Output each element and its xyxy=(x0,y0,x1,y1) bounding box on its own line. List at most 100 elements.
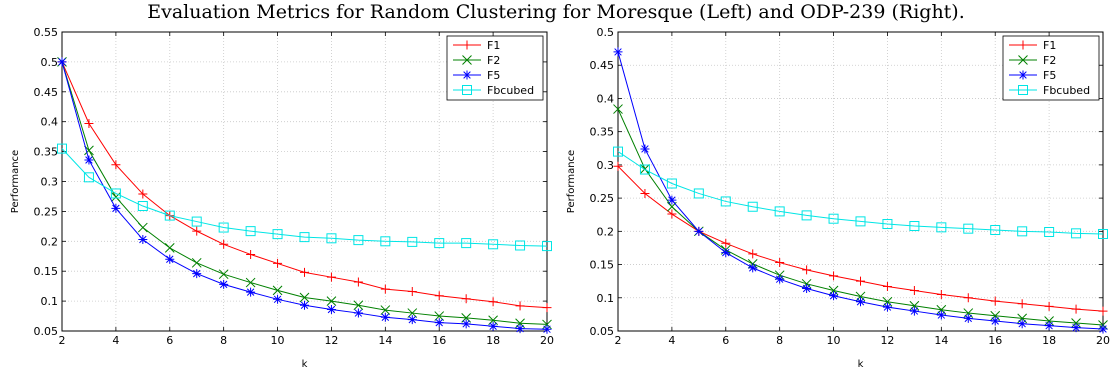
data-point-f5 xyxy=(909,306,919,316)
legend-marker-fbcubed xyxy=(1018,85,1028,95)
data-point-fbcubed xyxy=(693,188,704,199)
y-tick-label: 0.45 xyxy=(34,86,59,99)
x-tick-label: 2 xyxy=(59,334,66,347)
data-point-f1 xyxy=(721,238,731,248)
data-point-f2 xyxy=(1071,318,1081,328)
data-point-fbcubed xyxy=(353,235,364,246)
y-tick-label: 0.25 xyxy=(590,192,615,205)
data-point-f1 xyxy=(219,239,229,249)
data-point-f5 xyxy=(219,279,229,289)
data-point-f5 xyxy=(802,283,812,293)
data-point-fbcubed xyxy=(801,210,812,221)
data-point-f1 xyxy=(613,161,623,171)
plot-frame xyxy=(617,31,1104,332)
data-point-f1 xyxy=(882,281,892,291)
legend-marker-fbcubed xyxy=(462,85,472,95)
data-point-f2 xyxy=(613,104,623,114)
y-tick-label: 0.5 xyxy=(597,26,615,39)
x-tick-label: 18 xyxy=(1042,334,1056,347)
y-tick-label: 0.05 xyxy=(590,325,615,338)
data-point-f5 xyxy=(963,313,973,323)
y-tick-label: 0.25 xyxy=(34,205,59,218)
y-tick-label: 0.15 xyxy=(590,259,615,272)
legend-marker-f5 xyxy=(462,70,472,80)
series-line-f2 xyxy=(61,61,548,325)
data-point-f5 xyxy=(748,263,758,273)
data-point-f1 xyxy=(84,118,94,128)
y-tick-label: 0.05 xyxy=(34,325,59,338)
data-point-f5 xyxy=(380,312,390,322)
data-point-f1 xyxy=(936,289,946,299)
data-point-f1 xyxy=(300,267,309,277)
data-point-f5 xyxy=(300,300,309,310)
x-tick-label: 2 xyxy=(615,334,622,347)
legend-marker-f2 xyxy=(1018,55,1028,65)
data-point-f1 xyxy=(775,258,785,268)
data-point-f1 xyxy=(748,249,758,259)
legend-label-fbcubed: Fbcubed xyxy=(487,84,534,97)
data-point-fbcubed xyxy=(299,232,310,243)
data-point-fbcubed xyxy=(909,221,920,232)
data-point-fbcubed xyxy=(882,219,893,230)
data-point-f1 xyxy=(1098,306,1108,316)
x-tick-label: 16 xyxy=(432,334,446,347)
data-point-f5 xyxy=(542,324,552,334)
data-point-f5 xyxy=(326,304,336,314)
x-tick-label: 6 xyxy=(166,334,173,347)
legend-label-f5: F5 xyxy=(1043,69,1056,82)
x-tick-label: 8 xyxy=(776,334,783,347)
data-point-fbcubed xyxy=(407,236,418,247)
x-tick-label: 4 xyxy=(668,334,675,347)
y-tick-label: 0.45 xyxy=(590,59,615,72)
data-point-f5 xyxy=(246,287,256,297)
data-point-f5 xyxy=(1071,323,1081,333)
x-tick-label: 14 xyxy=(378,334,392,347)
data-point-f1 xyxy=(461,294,471,304)
data-point-f2 xyxy=(111,192,121,202)
data-point-f1 xyxy=(246,249,256,259)
legend-marker-f5 xyxy=(1018,70,1028,80)
data-point-fbcubed xyxy=(272,229,283,240)
data-point-f5 xyxy=(694,226,704,236)
legend-label-fbcubed: Fbcubed xyxy=(1043,84,1090,97)
data-point-f5 xyxy=(57,57,67,67)
series-line-f5 xyxy=(61,61,548,330)
data-point-f2 xyxy=(245,277,256,288)
data-point-f1 xyxy=(273,258,283,268)
data-point-f1 xyxy=(1071,304,1081,314)
x-tick-label: 10 xyxy=(271,334,285,347)
data-point-f5 xyxy=(990,316,1000,326)
data-point-f1 xyxy=(111,160,121,170)
data-point-f5 xyxy=(882,302,892,312)
x-tick-label: 12 xyxy=(324,334,338,347)
data-point-f5 xyxy=(192,269,202,279)
data-point-f2 xyxy=(137,222,148,233)
data-point-f1 xyxy=(856,276,865,286)
data-point-f5 xyxy=(1017,319,1027,329)
y-tick-label: 0.35 xyxy=(590,126,615,139)
series-line-f1 xyxy=(617,165,1104,312)
x-tick-label: 20 xyxy=(1096,334,1110,347)
data-point-fbcubed xyxy=(542,241,552,252)
data-point-f5 xyxy=(111,203,121,213)
left-chart: 2 4 6 8 10 12 14 16 18 20 0.05 0.1 0.15 0.2 0.25 0.3 0.3… xyxy=(10,26,554,370)
data-point-fbcubed xyxy=(326,233,337,244)
data-point-fbcubed xyxy=(515,240,526,251)
data-point-f5 xyxy=(640,144,650,154)
data-point-f2 xyxy=(380,305,391,315)
data-point-f1 xyxy=(515,301,525,311)
legend-label-f2: F2 xyxy=(487,54,500,67)
x-axis-label: k xyxy=(302,359,308,370)
data-point-f5 xyxy=(165,254,175,264)
data-point-f5 xyxy=(138,235,148,245)
data-point-f2 xyxy=(326,296,337,306)
y-axis-label: Performance xyxy=(566,150,577,213)
series-line-fbcubed xyxy=(617,151,1104,235)
y-tick-label: 0.4 xyxy=(41,116,59,129)
data-point-fbcubed xyxy=(1071,228,1082,239)
data-point-fbcubed xyxy=(828,213,839,224)
data-point-fbcubed xyxy=(461,238,472,249)
data-point-fbcubed xyxy=(191,216,202,227)
y-tick-label: 0.3 xyxy=(41,176,59,189)
series-fbcubed xyxy=(613,146,1108,239)
